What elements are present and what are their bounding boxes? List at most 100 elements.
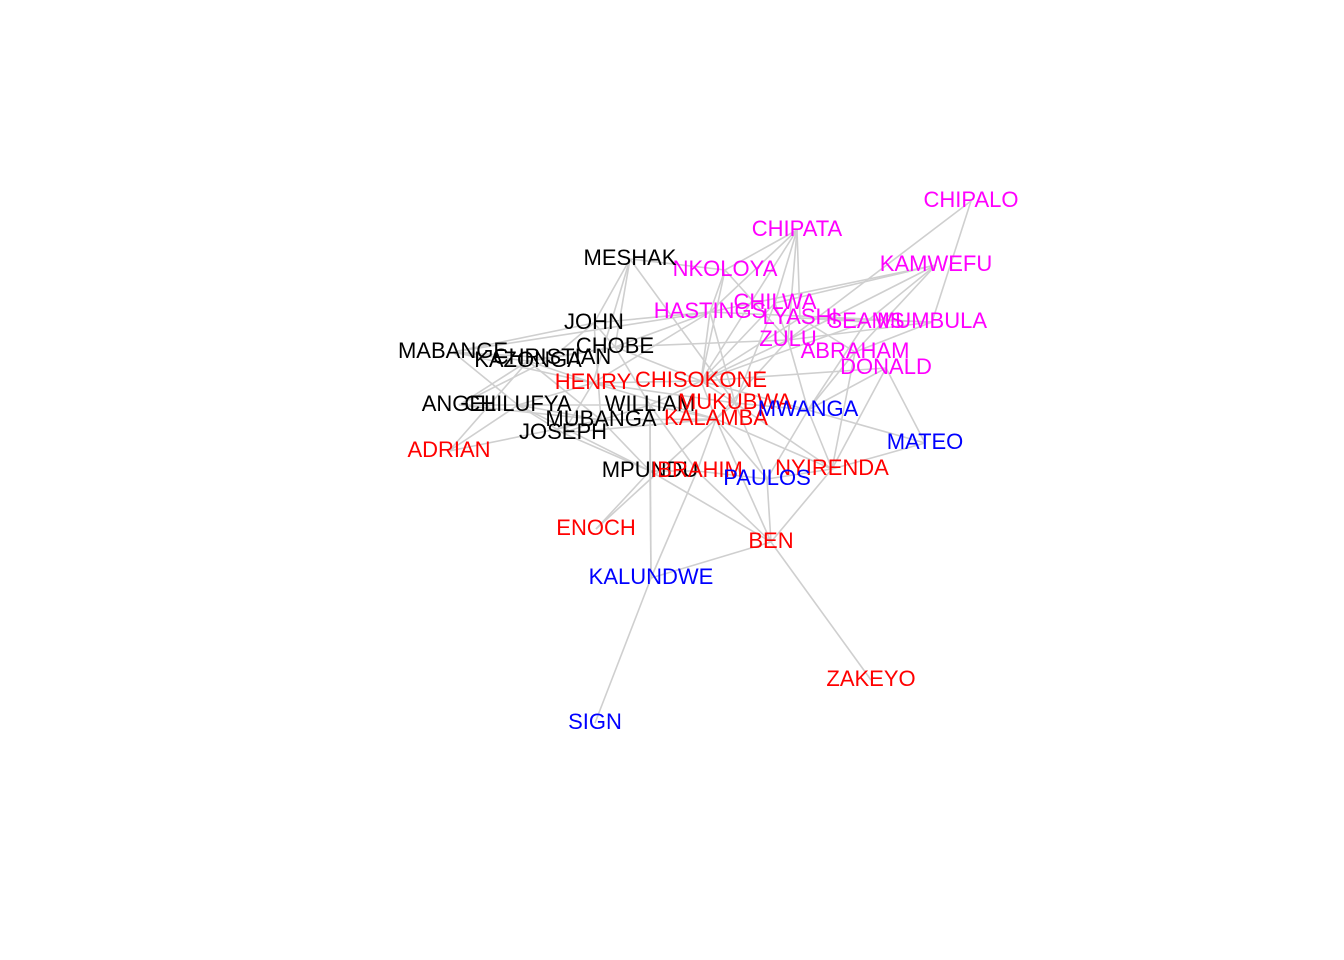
node-label-john: JOHN [564, 309, 624, 334]
edge-william-kalamba [649, 404, 717, 420]
edge-henry-mukubwa [592, 382, 736, 404]
node-label-kazonga: KAZONGA [474, 347, 582, 372]
edge-joseph-kalamba [562, 418, 717, 434]
node-label-william: WILLIAM [605, 391, 695, 416]
node-label-meshak: MESHAK [584, 245, 677, 270]
edge-william-ibrahim [649, 404, 698, 472]
node-label-zakeyo: ZAKEYO [826, 666, 915, 691]
edge-zulu-chisokone [700, 339, 789, 382]
edge-chipata-chisokone [700, 229, 798, 382]
node-label-lyashi: LYASHI [763, 304, 838, 329]
edge-angel-christian [458, 357, 553, 406]
node-label-paulos: PAULOS [723, 465, 811, 490]
node-label-christian: CHRISTIAN [493, 344, 612, 369]
edge-kalamba-nyirenda [715, 418, 833, 470]
edge-ibrahim-kalundwe [650, 470, 698, 579]
edge-ben-kalundwe [650, 541, 772, 579]
edge-nyirenda-mateo [831, 442, 926, 470]
edge-kazonga-christian [527, 357, 553, 362]
node-label-sign: SIGN [568, 709, 622, 734]
edge-chilufya-henry [517, 382, 594, 406]
edge-meshak-henry [592, 258, 631, 384]
graph-nodes: CHIPALOCHIPATAKAMWEFUNKOLOYAHASTINGSCHIL… [398, 187, 1018, 734]
edge-chipalo-mumbula [931, 200, 972, 323]
edge-adrian-kazonga [448, 360, 529, 452]
edge-enoch-kalamba [595, 418, 717, 530]
edge-seams-chisokone [700, 321, 867, 382]
edge-chilufya-mpundu [517, 404, 651, 472]
edge-ibrahim-ben [696, 470, 772, 543]
edge-mukubwa-kalamba [715, 402, 736, 420]
edge-chobe-william [614, 346, 651, 406]
edge-ben-zakeyo [770, 541, 872, 681]
edge-donald-mateo [885, 367, 926, 444]
node-label-mwanga: MWANGA [758, 396, 859, 421]
edge-mpundu-ben [649, 470, 772, 543]
edge-kalamba-ibrahim [696, 418, 717, 472]
node-label-ibrahim: IBRAHIM [651, 457, 743, 482]
node-label-chipata: CHIPATA [752, 216, 843, 241]
edge-john-chobe [593, 322, 616, 348]
edge-seams-mwanga [807, 321, 867, 411]
edge-donald-chisokone [700, 367, 887, 382]
edge-donald-nyirenda [831, 367, 887, 470]
graph-edges [448, 200, 972, 724]
edge-john-mubanga [593, 322, 602, 421]
node-label-angel: ANGEL [422, 391, 497, 416]
edge-john-mabange [452, 322, 595, 353]
edge-william-mubanga [600, 404, 651, 421]
edge-angel-kazonga [458, 360, 529, 406]
node-label-hastings: HASTINGS [654, 298, 766, 323]
node-label-zulu: ZULU [759, 326, 816, 351]
edge-chipata-hastings [709, 229, 798, 313]
edge-meshak-nkoloya [629, 258, 726, 271]
node-label-adrian: ADRIAN [407, 437, 490, 462]
edge-mukubwa-paulos [734, 402, 768, 480]
edge-mubanga-kalamba [600, 418, 717, 421]
edge-mukubwa-nyirenda [734, 402, 833, 470]
edge-hastings-chisokone [700, 311, 711, 382]
edge-joseph-mpundu [562, 432, 651, 472]
node-label-mpundu: MPUNDU [602, 457, 699, 482]
edge-paulos-ben [766, 478, 772, 543]
edge-kalamba-ben [715, 418, 772, 543]
edge-chisokone-kalamba [700, 380, 717, 420]
edge-hastings-henry [592, 311, 711, 384]
edge-abraham-nyirenda [831, 351, 856, 470]
edge-kalamba-paulos [715, 418, 768, 480]
edge-kamwefu-zulu [787, 264, 937, 341]
node-label-joseph: JOSEPH [519, 419, 607, 444]
edge-meshak-john [593, 258, 631, 324]
edge-zulu-chobe [614, 339, 789, 348]
edge-mabange-chilufya [452, 351, 519, 406]
edge-meshak-mukubwa [629, 258, 736, 404]
edge-mumbula-hastings [709, 311, 933, 323]
node-label-abraham: ABRAHAM [801, 338, 910, 363]
edge-chilufya-joseph [517, 404, 564, 434]
node-label-mukubwa: MUKUBWA [678, 389, 792, 414]
edge-hastings-john [593, 311, 711, 324]
edge-chipata-zulu [787, 229, 798, 341]
edge-mumbula-abraham [854, 321, 933, 353]
edge-chipata-nkoloya [724, 229, 798, 271]
edge-lyashi-chisokone [700, 317, 801, 382]
edge-adrian-chilufya [448, 404, 519, 452]
edge-abraham-mwanga [807, 351, 856, 411]
edge-lyashi-seams [799, 317, 867, 323]
edge-chisokone-mwanga [700, 380, 809, 411]
edge-kazonga-mubanga [527, 360, 602, 421]
edge-henry-chisokone [592, 380, 702, 384]
edge-chisokone-mukubwa [700, 380, 736, 404]
node-label-chilufya: CHILUFYA [464, 391, 571, 416]
edge-william-chisokone [649, 380, 702, 406]
node-label-mumbula: MUMBULA [877, 308, 987, 333]
node-label-chobe: CHOBE [576, 333, 654, 358]
edge-meshak-chobe [614, 258, 631, 348]
node-label-nkoloya: NKOLOYA [673, 256, 778, 281]
edge-nkoloya-hastings [709, 269, 726, 313]
node-label-chilwa: CHILWA [733, 289, 816, 314]
node-label-henry: HENRY [555, 369, 632, 394]
edge-paulos-ibrahim [696, 470, 768, 480]
edge-mwanga-paulos [766, 409, 809, 480]
